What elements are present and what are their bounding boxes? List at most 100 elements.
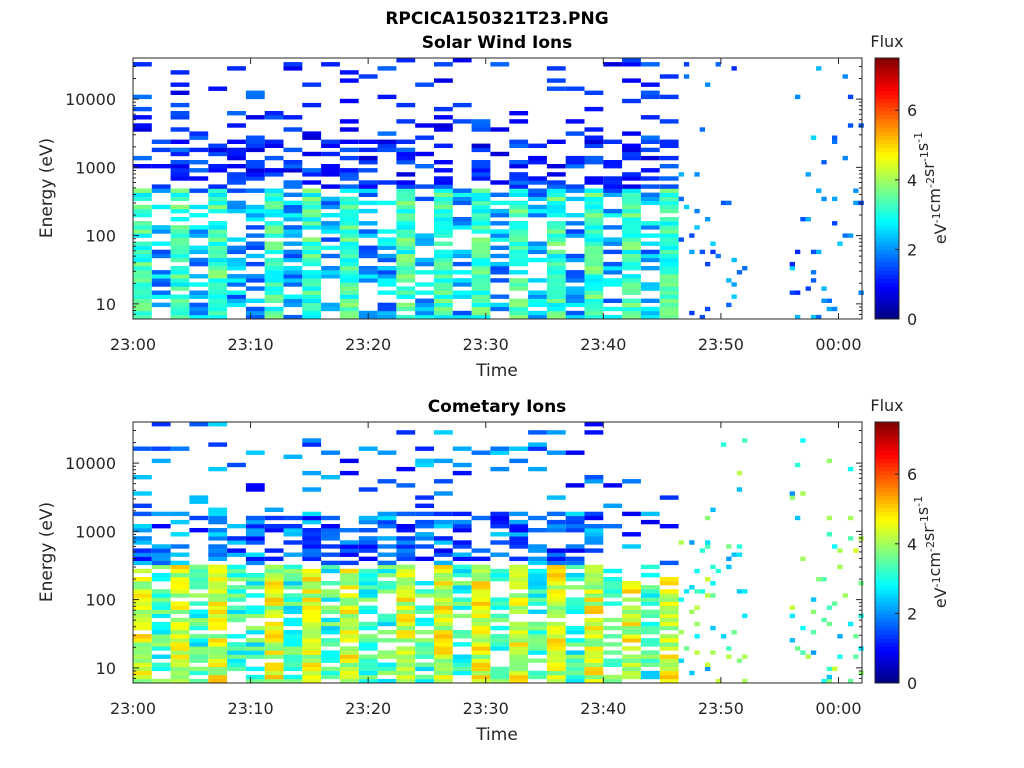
spectrogram-cell	[452, 552, 472, 557]
spectrogram-cell	[302, 581, 322, 586]
colorbar-swatch	[875, 515, 899, 521]
spectrogram-cell	[471, 253, 491, 259]
spectrogram-cell	[189, 654, 209, 659]
colorbar-swatch	[875, 475, 899, 480]
spectrogram-cell	[302, 102, 322, 108]
spectrogram-cell	[170, 168, 190, 173]
colorbar-swatch	[875, 678, 899, 684]
spectrogram-cell	[302, 438, 322, 443]
spectrogram-cell	[321, 204, 340, 210]
spectrogram-cell	[283, 601, 303, 606]
spectrogram-cell	[302, 245, 322, 250]
spectrogram-cell	[565, 564, 585, 570]
spectrogram-cell	[471, 298, 491, 303]
spectrogram-cell	[509, 511, 529, 517]
spectrogram-cell	[264, 581, 284, 586]
spectrogram-cell	[245, 172, 265, 177]
spectrogram-cell	[434, 188, 453, 193]
spectrogram-cell	[490, 213, 510, 218]
spectrogram-cell	[227, 605, 246, 610]
spectrogram-cell	[471, 630, 491, 635]
spectrogram-cell	[546, 302, 566, 308]
spectrogram-cell	[170, 245, 190, 250]
spectrogram-cell	[584, 662, 604, 667]
spectrogram-cell	[321, 625, 340, 631]
spectrogram-cell	[358, 249, 378, 255]
spectrogram-cell	[509, 286, 529, 291]
spectrogram-cell	[151, 646, 171, 651]
spectrogram-cell	[227, 613, 246, 619]
spectrogram-cell	[339, 625, 359, 631]
spectrogram-cell	[170, 617, 190, 623]
spectrogram-cell	[245, 241, 265, 246]
spectrogram-cell	[170, 662, 190, 667]
spectrogram-cell	[659, 310, 679, 316]
spectrogram-cell	[302, 593, 322, 598]
spectrogram-cell	[377, 274, 397, 279]
spectrogram-cell	[227, 261, 246, 267]
spectrogram-cell	[659, 200, 679, 206]
spectrogram-cell	[434, 200, 453, 206]
spectrogram-cell	[528, 176, 547, 181]
spectrogram-cell	[358, 646, 378, 651]
spectrogram-cell	[396, 294, 416, 299]
spectrogram-cell	[528, 314, 547, 320]
spectrogram-cell	[509, 249, 529, 255]
spectrogram-cell	[321, 139, 340, 144]
spectrogram-cell	[452, 654, 472, 659]
spectrogram-cell	[622, 196, 641, 202]
spectrogram-cell	[321, 143, 340, 148]
spectrogram-cell	[528, 634, 547, 639]
spectrogram-cell	[528, 609, 547, 614]
spectrogram-cell	[471, 225, 491, 230]
spectrogram-cell	[546, 257, 566, 263]
spectrogram-cell	[528, 642, 547, 647]
spectrogram-cell	[715, 568, 721, 574]
panel-title: Solar Wind Ions	[422, 33, 573, 53]
spectrogram-cell	[377, 229, 397, 234]
spectrogram-cell	[640, 90, 660, 95]
colorbar-swatch	[875, 585, 899, 590]
spectrogram-cell	[689, 540, 695, 545]
spectrogram-cell	[659, 670, 679, 676]
colorbar-label-part: cm	[925, 552, 944, 576]
spectrogram-cell	[565, 511, 585, 517]
spectrogram-cell	[434, 204, 453, 210]
colorbar-swatch	[875, 491, 899, 496]
spectrogram-cell	[509, 213, 529, 218]
spectrogram-cell	[434, 568, 453, 574]
spectrogram-cell	[170, 585, 190, 590]
spectrogram-cell	[133, 621, 152, 627]
spectrogram-cell	[189, 302, 209, 308]
spectrogram-cell	[584, 634, 604, 639]
spectrogram-cell	[603, 662, 623, 667]
spectrogram-cell	[283, 581, 303, 586]
spectrogram-cell	[471, 613, 491, 619]
spectrogram-cell	[245, 605, 265, 610]
spectrogram-cell	[471, 617, 491, 623]
spectrogram-cell	[694, 208, 700, 214]
colorbar-swatch	[875, 172, 899, 177]
spectrogram-cell	[227, 266, 246, 271]
x-axis: 23:00 23:10 23:20 23:30 23:40 23:50 00:00	[110, 422, 862, 718]
spectrogram-cell	[622, 662, 641, 667]
spectrogram-cell	[736, 658, 743, 663]
spectrogram-cell	[189, 131, 209, 136]
spectrogram-cell	[264, 221, 284, 226]
spectrogram-cell	[659, 225, 679, 230]
spectrogram-cell	[151, 589, 171, 594]
spectrogram-cell	[452, 58, 472, 63]
spectrogram-cell	[377, 552, 397, 557]
spectrogram-cell	[434, 674, 453, 680]
spectrogram-cell	[705, 82, 711, 87]
spectrogram-cell	[471, 306, 491, 312]
spectrogram-cell	[170, 151, 190, 157]
spectrogram-cell	[227, 111, 246, 116]
spectrogram-cell	[584, 475, 604, 480]
colorbar-swatch	[875, 204, 899, 210]
spectrogram-cell	[245, 650, 265, 655]
spectrogram-cell	[133, 270, 152, 275]
colorbar-swatch	[875, 286, 899, 291]
spectrogram-cell	[133, 261, 152, 267]
spectrogram-cell	[339, 613, 359, 619]
